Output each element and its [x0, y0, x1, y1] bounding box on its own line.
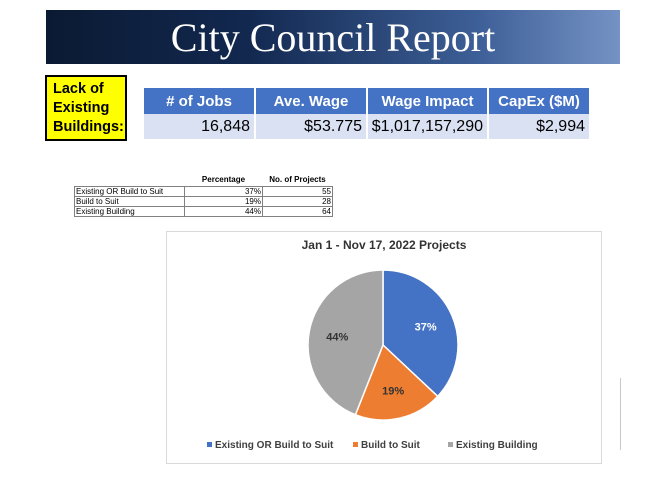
table-row: Existing OR Build to Suit 37% 55 [74, 186, 333, 197]
pie-data-label: 44% [326, 331, 348, 343]
summary-category: Build to Suit [74, 196, 185, 207]
table-row: Existing Building 44% 64 [74, 206, 333, 217]
kpi-header-wage-impact: Wage Impact [368, 88, 487, 114]
chart-title: Jan 1 - Nov 17, 2022 Projects [302, 238, 467, 252]
summary-percentage: 37% [184, 186, 263, 197]
pie-slice-existing-or-build-to-suit [382, 269, 459, 398]
legend-label-build-to-suit: Build to Suit [361, 440, 421, 451]
kpi-value-wage-impact: $1,017,157,290 [368, 114, 487, 139]
pie-data-label: 19% [382, 385, 404, 397]
legend-label-existing-or-build-to-suit: Existing OR Build to Suit [215, 440, 334, 451]
divider [620, 378, 621, 450]
kpi-value-wage: $53.775 [256, 114, 366, 139]
pie-data-label: 37% [415, 322, 437, 334]
summary-projects: 28 [262, 196, 333, 207]
legend-label-existing-building: Existing Building [456, 440, 538, 451]
pie-slice-existing-building [307, 269, 384, 416]
callout-box: Lack of Existing Buildings: [45, 75, 127, 141]
summary-header-projects: No. of Projects [269, 175, 326, 184]
kpi-header-capex: CapEx ($M) [489, 88, 589, 114]
summary-category: Existing OR Build to Suit [74, 186, 185, 197]
callout-line: Lack of [53, 81, 104, 97]
callout-line: Existing [53, 100, 110, 116]
page-title: City Council Report [170, 15, 496, 60]
kpi-header-wage: Ave. Wage [256, 88, 366, 114]
legend-swatch-existing-or-build-to-suit [207, 442, 212, 447]
pie-chart: Jan 1 - Nov 17, 2022 Projects 37%19%44% … [207, 238, 538, 451]
table-row: Build to Suit 19% 28 [74, 196, 333, 207]
kpi-table: # of Jobs Ave. Wage Wage Impact CapEx ($… [142, 88, 591, 139]
summary-header-blank [75, 175, 185, 187]
legend-swatch-existing-building [448, 442, 453, 447]
summary-projects: 55 [262, 186, 333, 197]
summary-header-percentage: Percentage [201, 175, 246, 184]
summary-percentage: 19% [184, 196, 263, 207]
summary-percentage: 44% [184, 206, 263, 217]
callout-line: Buildings: [53, 119, 124, 135]
pie-chart-panel: Jan 1 - Nov 17, 2022 Projects 37% 19% 44% … [166, 231, 602, 464]
legend-swatch-build-to-suit [353, 442, 358, 447]
kpi-value-jobs: 16,848 [144, 114, 254, 139]
summary-category: Existing Building [74, 206, 185, 217]
title-banner: City Council Report [46, 10, 620, 64]
summary-projects: 64 [262, 206, 333, 217]
summary-table: Percentage No. of Projects Existing OR B… [74, 175, 333, 217]
kpi-header-jobs: # of Jobs [144, 88, 254, 114]
kpi-value-capex: $2,994 [489, 114, 589, 139]
